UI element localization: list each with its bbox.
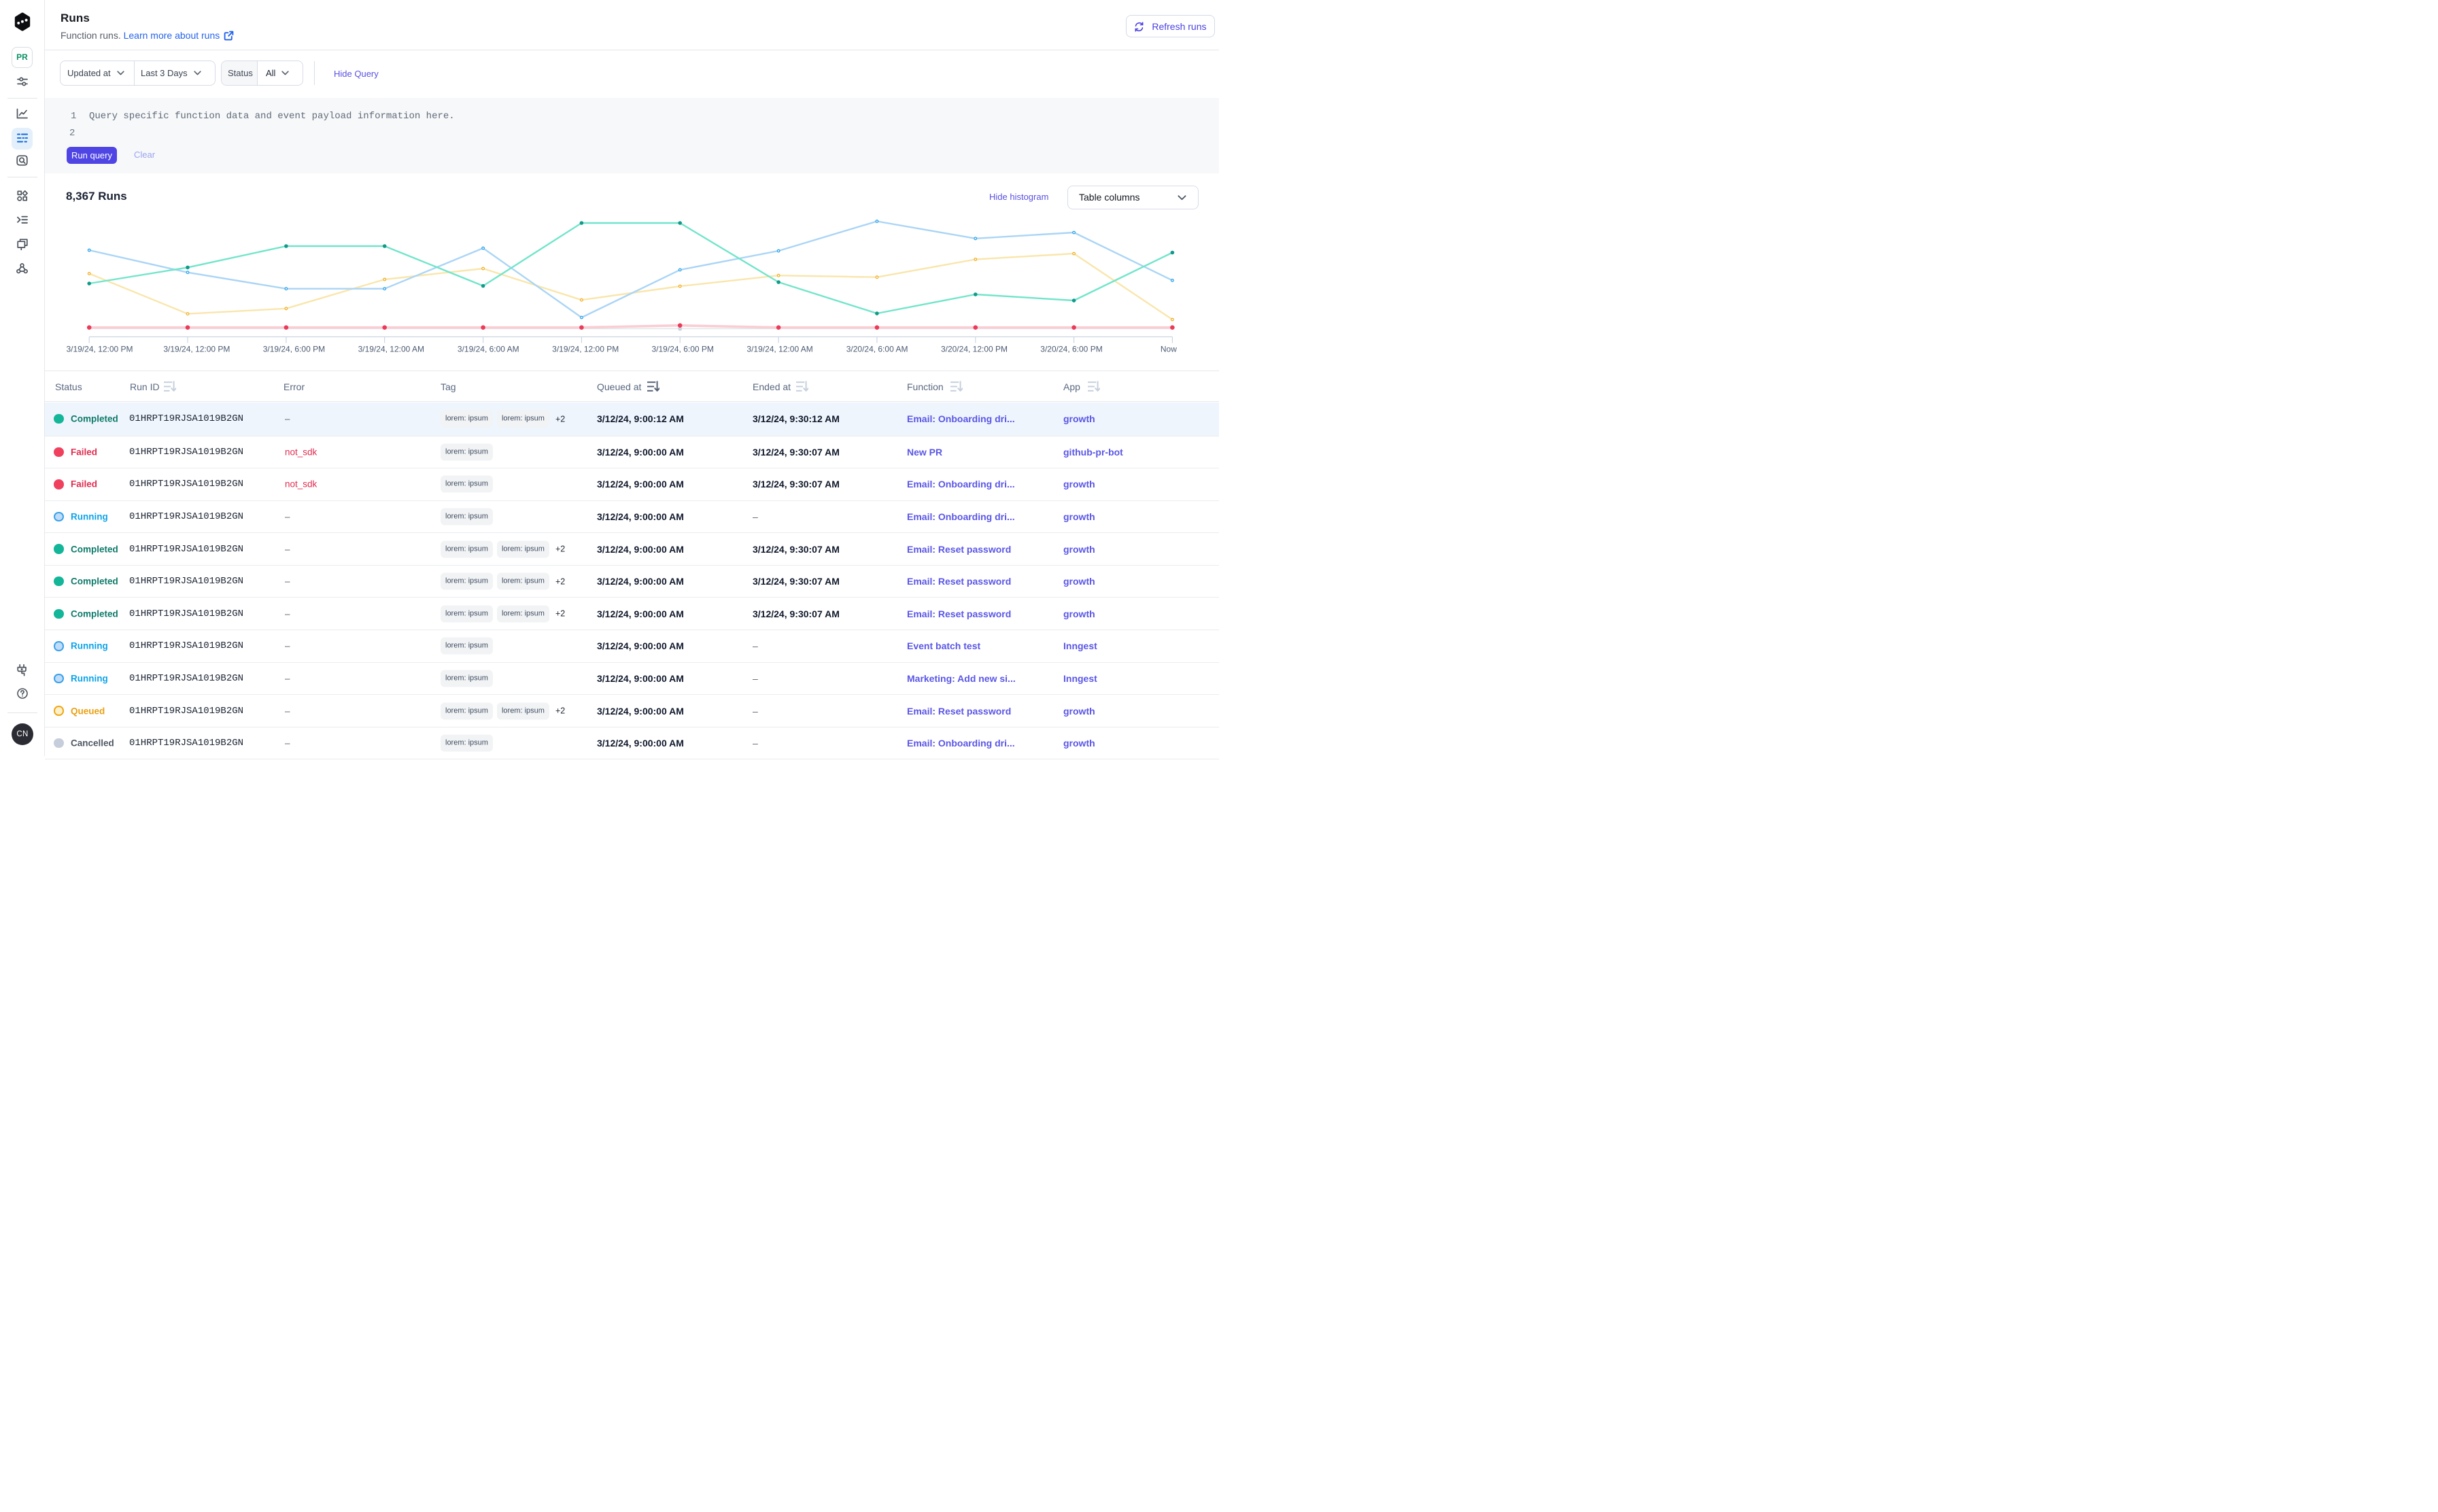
svg-text:3/20/24, 12:00 PM: 3/20/24, 12:00 PM [941,345,1008,354]
svg-text:3/19/24, 12:00 PM: 3/19/24, 12:00 PM [66,345,133,354]
svg-text:Now: Now [1161,345,1177,354]
svg-text:3/19/24, 6:00 AM: 3/19/24, 6:00 AM [458,345,519,354]
svg-text:3/20/24, 6:00 AM: 3/20/24, 6:00 AM [846,345,908,354]
svg-text:3/19/24, 12:00 AM: 3/19/24, 12:00 AM [746,345,812,354]
svg-text:3/19/24, 6:00 PM: 3/19/24, 6:00 PM [651,345,713,354]
svg-text:3/19/24, 6:00 PM: 3/19/24, 6:00 PM [263,345,325,354]
svg-text:3/20/24, 6:00 PM: 3/20/24, 6:00 PM [1040,345,1102,354]
svg-text:3/19/24, 12:00 PM: 3/19/24, 12:00 PM [552,345,619,354]
svg-text:3/19/24, 12:00 PM: 3/19/24, 12:00 PM [163,345,230,354]
svg-text:3/19/24, 12:00 AM: 3/19/24, 12:00 AM [358,345,424,354]
